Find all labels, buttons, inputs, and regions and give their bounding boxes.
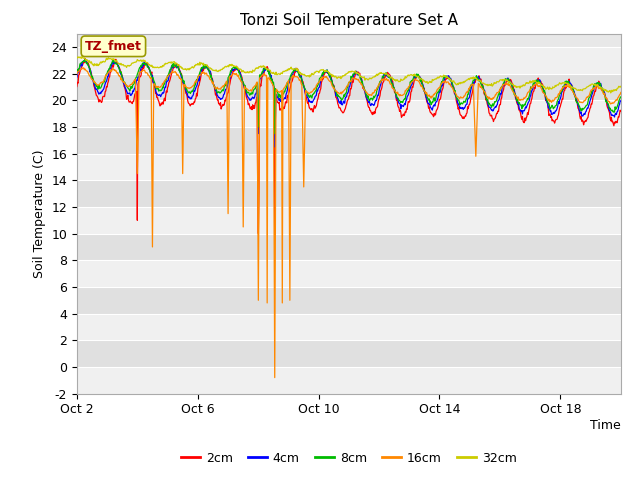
Bar [77,313,621,340]
Bar [77,180,621,207]
Bar [77,340,621,367]
Bar [77,127,621,154]
Bar [77,287,621,313]
Y-axis label: Soil Temperature (C): Soil Temperature (C) [33,149,45,278]
Bar [77,207,621,234]
Legend: 2cm, 4cm, 8cm, 16cm, 32cm: 2cm, 4cm, 8cm, 16cm, 32cm [176,447,522,469]
Bar [77,234,621,260]
Bar [77,154,621,180]
Text: TZ_fmet: TZ_fmet [85,40,142,53]
Bar [77,47,621,73]
Bar [77,260,621,287]
Bar [77,367,621,394]
Bar [77,100,621,127]
Title: Tonzi Soil Temperature Set A: Tonzi Soil Temperature Set A [240,13,458,28]
X-axis label: Time: Time [590,419,621,432]
Bar [77,73,621,100]
